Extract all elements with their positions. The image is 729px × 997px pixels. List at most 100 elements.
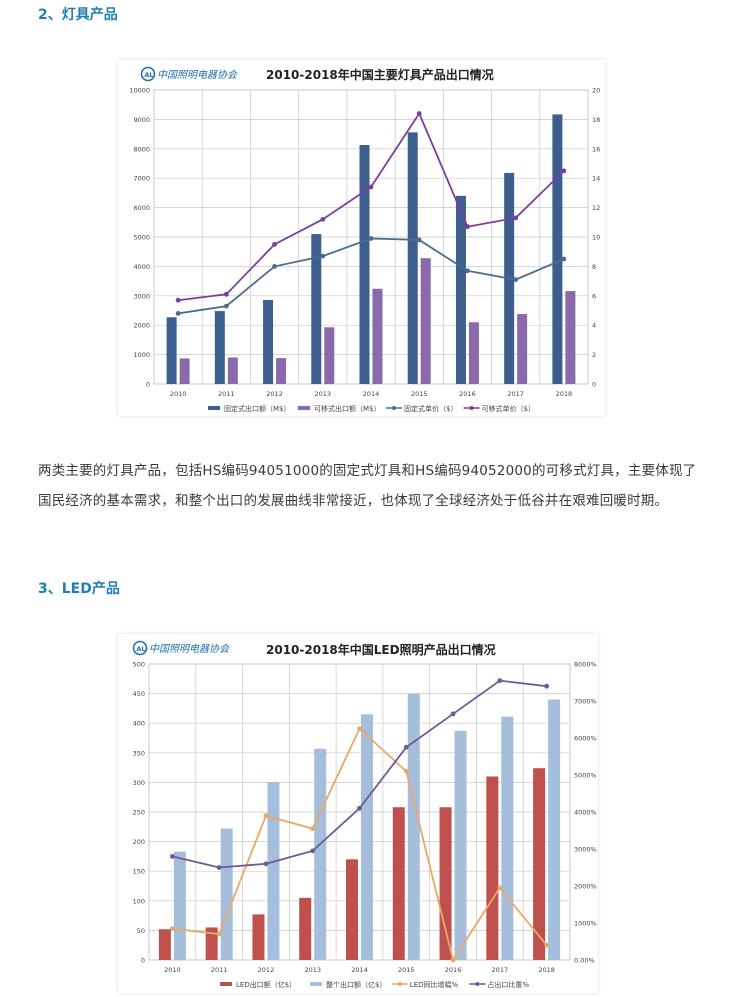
legend-label: 可移式出口额（M$）	[314, 404, 381, 413]
x-tick-label: 2013	[315, 390, 332, 398]
y-tick-label: 250	[133, 809, 145, 817]
x-tick-label: 2014	[363, 390, 380, 398]
bar	[311, 234, 322, 384]
line-point	[310, 848, 316, 854]
y2-tick-label: 4000%	[574, 809, 597, 817]
section-heading-led: 3、LED产品	[38, 581, 120, 597]
logo-icon-letters: AL	[144, 71, 153, 79]
bar	[439, 807, 452, 960]
line-point	[416, 237, 422, 243]
bar	[361, 714, 373, 960]
bar	[486, 776, 499, 960]
led-export-chart-svg: 2010-2018年中国LED照明产品出口情况 AL 中国照明电器协会 0 50 100 1…	[133, 640, 597, 989]
line-point	[465, 224, 470, 230]
y-tick-label: 7000	[133, 175, 150, 183]
y2-tick-label: 12	[592, 204, 600, 212]
y2-tick-label: 8	[592, 263, 596, 271]
bar	[299, 897, 312, 960]
line-point	[368, 184, 374, 190]
y2-tick-label: 1000%	[574, 920, 597, 928]
logo-icon-letters: AL	[136, 645, 145, 653]
bar	[552, 114, 563, 384]
line-point	[403, 768, 409, 774]
line-point	[544, 942, 550, 948]
legend-marker	[475, 982, 480, 986]
bar	[359, 144, 370, 384]
x-tick-label: 2017	[492, 966, 509, 974]
y2-tick-label: 18	[592, 116, 600, 124]
x-tick-label: 2014	[351, 966, 368, 974]
y-tick-label: 100	[133, 897, 145, 905]
legend-marker	[469, 406, 474, 410]
line-point	[175, 297, 181, 303]
y-tick-label: 2000	[133, 322, 150, 330]
y2-tick-label: 8000%	[574, 661, 597, 669]
x-tick-label: 2011	[211, 966, 228, 974]
y2-tick-label: 4	[592, 322, 596, 330]
bar	[314, 748, 327, 960]
y-tick-label: 200	[133, 838, 145, 846]
bar	[455, 195, 466, 384]
line-point	[223, 303, 229, 309]
line-point	[416, 111, 422, 116]
line-point	[513, 277, 519, 283]
chart-title: 2010-2018年中国LED照明产品出口情况	[266, 642, 496, 657]
line-point	[357, 805, 362, 811]
lamp-export-chart: 2010-2018年中国主要灯具产品出口情况 AL 中国照明电器协会 0 1000 200…	[118, 60, 605, 416]
y2-tick-label: 20	[592, 87, 600, 95]
x-tick-label: 2013	[304, 966, 321, 974]
section-heading-lamps: 2、灯具产品	[38, 7, 118, 23]
y2-tick-label: 7000%	[574, 698, 597, 706]
bar	[407, 132, 418, 384]
logo-text: 中国照明电器协会	[157, 69, 238, 81]
bar	[158, 929, 171, 960]
legend-label: LED同比增幅%	[410, 980, 459, 989]
chart-title: 2010-2018年中国主要灯具产品出口情况	[266, 67, 494, 82]
line-point	[216, 931, 222, 937]
y2-tick-label: 2000%	[574, 883, 597, 891]
x-tick-label: 2012	[266, 390, 283, 398]
y-tick-label: 0	[146, 381, 150, 389]
bar	[420, 258, 431, 384]
bar	[263, 299, 274, 384]
y-tick-label: 450	[133, 690, 145, 698]
bar	[517, 314, 528, 384]
y-tick-label: 0	[141, 957, 145, 965]
line-point	[497, 678, 503, 684]
line-point	[368, 236, 374, 241]
bar	[533, 768, 546, 960]
y-tick-label: 8000	[133, 145, 150, 153]
y-tick-label: 6000	[133, 204, 150, 212]
line-point	[223, 291, 229, 297]
x-tick-label: 2017	[507, 390, 524, 398]
x-tick-label: 2016	[459, 390, 476, 398]
line-point	[450, 711, 456, 717]
bar	[346, 859, 358, 960]
x-tick-label: 2011	[218, 390, 235, 398]
legend-marker	[392, 406, 396, 410]
legend-swatch	[298, 406, 310, 410]
y-tick-label: 9000	[133, 116, 150, 124]
line-point	[450, 957, 456, 963]
logo-text: 中国照明电器协会	[149, 643, 230, 655]
y2-tick-label: 2	[592, 351, 596, 359]
line-point	[272, 241, 277, 247]
bar	[392, 807, 405, 960]
bar	[252, 914, 265, 960]
x-tick-label: 2010	[164, 966, 181, 974]
legend-label: 固定式单价（$）	[404, 404, 457, 413]
x-tick-label: 2015	[398, 966, 415, 974]
y2-tick-label: 14	[592, 175, 600, 183]
line-point	[272, 264, 277, 269]
legend-label: 占出口比重%	[487, 980, 529, 989]
logo-icon	[140, 66, 156, 82]
line-point	[320, 253, 326, 259]
line-point	[175, 311, 181, 316]
y2-tick-label: 6	[592, 292, 596, 300]
line-point	[310, 826, 316, 832]
y2-tick-label: 3000%	[574, 846, 597, 854]
x-tick-label: 2018	[556, 390, 573, 398]
body-paragraph: 两类主要的灯具产品，包括HS编码94051000的固定式灯具和HS编码94052…	[38, 463, 697, 509]
bar	[276, 358, 287, 384]
